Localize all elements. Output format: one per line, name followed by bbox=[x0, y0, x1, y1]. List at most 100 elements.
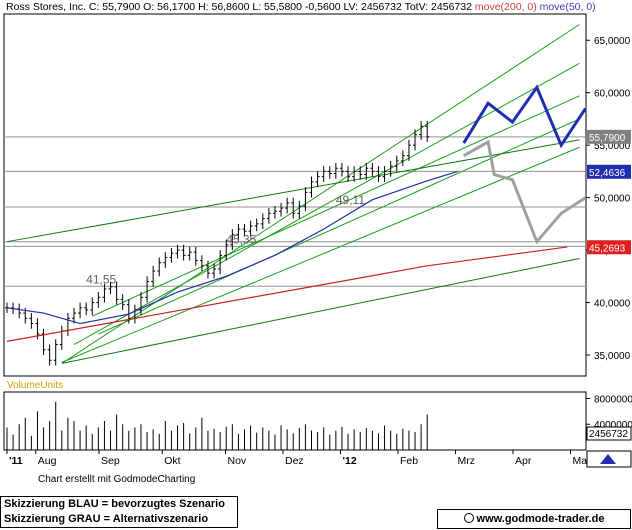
scenario-blue-line bbox=[462, 84, 587, 149]
price-tick-label: 55,0000 bbox=[594, 141, 631, 152]
price-bar bbox=[272, 206, 277, 219]
price-bar bbox=[413, 129, 418, 151]
price-tick-label: 60,0000 bbox=[594, 89, 631, 100]
price-bar bbox=[388, 160, 393, 177]
price-panel: 41,55 45,35 49,11 bbox=[3, 13, 587, 377]
price-bar bbox=[400, 150, 405, 167]
price-label-box bbox=[587, 164, 631, 179]
volume-panel: VolumeUnits bbox=[3, 380, 587, 451]
scenario-legend: Skizzierung BLAU = bevorzugtes Szenario … bbox=[0, 496, 238, 528]
price-bar bbox=[370, 162, 375, 177]
scenario-grey-line bbox=[463, 139, 587, 245]
price-bar bbox=[187, 246, 192, 261]
trendline-4 bbox=[61, 146, 580, 363]
price-tick-label: 40,0000 bbox=[594, 299, 631, 310]
price-tick-label: 35,0000 bbox=[594, 351, 631, 362]
price-bar bbox=[309, 176, 314, 198]
price-bar bbox=[382, 166, 387, 182]
price-label-text: 55,7900 bbox=[589, 133, 626, 144]
ma50-line bbox=[6, 170, 458, 325]
last-volume-box bbox=[586, 426, 632, 441]
price-bar bbox=[181, 244, 186, 261]
price-bar bbox=[96, 292, 101, 308]
price-bar bbox=[352, 166, 357, 182]
level-annotation-2: 49,11 bbox=[336, 193, 365, 207]
price-bar bbox=[218, 250, 223, 275]
x-tick-label: Sep bbox=[101, 455, 120, 467]
arrow-up-icon bbox=[600, 454, 616, 464]
price-bar bbox=[199, 255, 204, 272]
x-tick-label: Apr bbox=[515, 455, 532, 467]
trendline-2 bbox=[92, 95, 580, 317]
price-tick-label: 65,0000 bbox=[594, 36, 631, 47]
price-bar bbox=[120, 294, 125, 310]
price-bar bbox=[327, 166, 332, 179]
price-bar bbox=[303, 187, 308, 212]
price-bar bbox=[364, 162, 369, 180]
price-bar bbox=[260, 213, 265, 230]
level-annotation-0: 41,55 bbox=[86, 272, 116, 286]
price-bar bbox=[193, 246, 198, 266]
price-tick-label: 50,0000 bbox=[594, 194, 631, 205]
price-bar bbox=[84, 302, 89, 316]
price-bar bbox=[248, 220, 253, 237]
price-bar bbox=[108, 281, 113, 295]
price-label-2: 45,2693 bbox=[587, 240, 631, 255]
price-bar bbox=[102, 283, 107, 303]
price-bar bbox=[425, 121, 430, 143]
level-annotation-1: 45,35 bbox=[226, 232, 256, 246]
price-bar bbox=[29, 313, 34, 329]
x-tick-label: Dez bbox=[285, 455, 304, 467]
price-label-box bbox=[587, 240, 631, 255]
price-bar bbox=[53, 339, 58, 366]
price-bar bbox=[346, 166, 351, 182]
last-volume-text: 2456732 bbox=[589, 429, 628, 440]
site-link[interactable]: www.godmode-trader.de bbox=[437, 509, 631, 529]
trendline-3 bbox=[98, 118, 580, 335]
stock-name: Ross Stores, Inc. bbox=[6, 1, 86, 13]
price-bar bbox=[163, 252, 168, 268]
price-bar bbox=[339, 162, 344, 177]
price-bar bbox=[394, 155, 399, 172]
price-bar bbox=[333, 162, 338, 179]
price-label-0: 55,7900 bbox=[587, 129, 631, 144]
price-bar bbox=[90, 297, 95, 316]
x-tick-label: Aug bbox=[38, 455, 57, 467]
price-bar bbox=[47, 344, 52, 366]
legend-blue: Skizzierung BLAU = bevorzugtes Szenario bbox=[4, 498, 225, 510]
price-bar bbox=[230, 229, 235, 251]
volume-tick-label: 8000000 bbox=[594, 394, 632, 405]
x-tick-label: Nov bbox=[228, 455, 247, 467]
trendline-6 bbox=[61, 257, 580, 364]
open-value: O: 56,1700 bbox=[143, 1, 196, 13]
price-bar bbox=[419, 121, 424, 140]
price-label-text: 52,4636 bbox=[589, 168, 626, 179]
price-bar bbox=[376, 166, 381, 182]
total-volume: TotV: 2456732 bbox=[404, 1, 472, 13]
price-bar bbox=[145, 276, 150, 303]
close-value: C: 55,7900 bbox=[88, 1, 141, 13]
price-bar bbox=[78, 302, 83, 319]
ma50-legend: move(50, 0) bbox=[539, 1, 596, 13]
high-value: H: 56,8600 bbox=[198, 1, 250, 13]
price-bar bbox=[321, 166, 326, 182]
price-bar bbox=[169, 247, 174, 263]
x-tick-label: Mrz bbox=[458, 455, 476, 467]
last-volume-label: 2456732 bbox=[586, 426, 632, 441]
price-bar bbox=[297, 200, 302, 219]
price-label-box bbox=[587, 129, 631, 144]
chart-credit: Chart erstellt mit GodmodeCharting bbox=[38, 474, 196, 485]
volume-plot-frame bbox=[3, 391, 587, 451]
volume-label: VolumeUnits bbox=[7, 380, 63, 391]
legend-grey: Skizzierung GRAU = Alternativszenario bbox=[4, 513, 209, 525]
price-bar bbox=[266, 208, 271, 224]
ma200-line bbox=[6, 246, 568, 342]
price-bar bbox=[358, 166, 363, 180]
chart-axes: 35,000040,000045,000050,000055,000060,00… bbox=[6, 36, 632, 468]
price-bar bbox=[242, 223, 247, 237]
change-value: -0,5600 bbox=[304, 1, 341, 13]
price-bar bbox=[224, 239, 229, 261]
trendline-0 bbox=[61, 24, 580, 364]
x-tick-label: Mai bbox=[573, 455, 590, 467]
x-tick-label: Okt bbox=[164, 455, 180, 467]
